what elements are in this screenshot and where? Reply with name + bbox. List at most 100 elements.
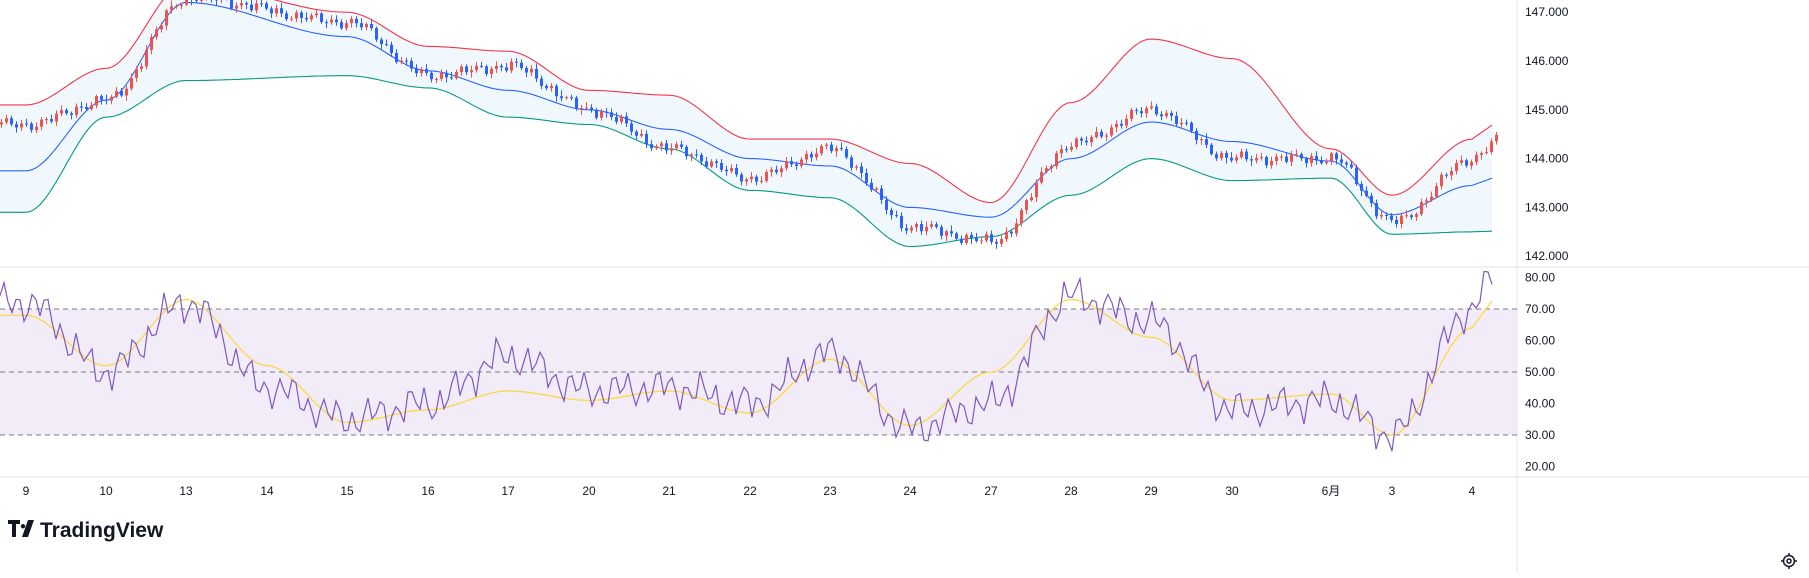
candle-body [1295,154,1298,155]
candle-body [265,3,268,8]
settings-gear-icon[interactable] [1779,551,1799,571]
candle-body [115,91,118,97]
candle-body [1090,137,1093,142]
candle-body [1230,158,1233,161]
candle-body [720,163,723,170]
candle-body [195,0,198,1]
candle-body [890,210,893,215]
candle-body [405,61,408,62]
candle-body [1190,123,1193,131]
candle-body [745,179,748,181]
candle-body [970,235,973,238]
candle-body [175,6,178,7]
candle-body [995,242,998,244]
rsi-tick-label: 60.00 [1525,333,1555,347]
candle-body [380,40,383,45]
candle-body [710,161,713,166]
candle-body [95,96,98,105]
candle-body [40,120,43,127]
candle-body [1195,131,1198,140]
candle-body [1055,153,1058,166]
candle-body [240,3,243,6]
candle-body [1345,163,1348,165]
candle-body [860,166,863,172]
candle-body [1115,124,1118,127]
candle-body [120,91,123,95]
tradingview-logo[interactable]: TradingView [8,519,164,542]
candle-body [335,20,338,23]
candle-body [45,119,48,120]
candle-body [480,66,483,67]
rsi-tick-label: 30.00 [1525,428,1555,442]
candle-body [1420,202,1423,214]
candle-body [590,108,593,111]
candle-body [690,154,693,156]
candle-body [450,77,453,78]
candle-body [1360,184,1363,191]
time-tick-label: 27 [984,484,998,498]
candle-body [760,181,763,182]
candle-body [1450,171,1453,175]
candle-body [1335,153,1338,159]
candle-body [870,183,873,190]
candle-body [985,234,988,240]
candle-body [1340,159,1343,162]
candle-body [180,5,183,6]
candle-body [0,122,3,124]
candle-body [650,144,653,148]
bollinger-band-fill [0,0,1492,247]
candle-body [510,62,513,71]
candle-body [1150,107,1153,109]
candle-body [580,108,583,109]
candle-body [765,172,768,181]
candle-body [485,66,488,74]
candle-body [475,66,478,70]
candle-body [145,50,148,66]
rsi-tick-label: 20.00 [1525,460,1555,474]
candle-body [770,170,773,172]
candle-body [1000,239,1003,244]
candle-body [1350,164,1353,167]
price-tick-label: 142.000 [1525,249,1569,263]
candle-body [595,110,598,118]
candle-body [600,112,603,118]
candle-body [295,12,298,18]
candle-body [1200,139,1203,140]
candle-body [1400,216,1403,224]
candle-body [1065,149,1068,150]
candle-body [725,170,728,171]
candle-body [1265,157,1268,165]
candle-body [235,6,238,9]
candle-body [165,10,168,25]
candle-body [1425,200,1428,202]
candle-body [30,124,33,130]
candle-body [305,18,308,19]
candle-body [865,173,868,183]
candle-body [1225,153,1228,158]
candle-body [435,79,438,80]
time-tick-label: 22 [743,484,757,498]
candle-body [940,227,943,236]
candle-body [715,161,718,163]
candle-body [1165,113,1168,116]
candle-body [1290,154,1293,162]
candle-body [705,161,708,166]
candle-body [90,105,93,109]
candle-body [655,146,658,148]
candle-body [965,235,968,243]
candle-body [1375,203,1378,216]
candle-body [170,6,173,10]
candle-body [1320,160,1323,163]
candle-body [800,160,803,166]
candle-body [20,123,23,127]
candle-body [415,68,418,73]
candle-body [920,224,923,231]
candle-body [1120,124,1123,126]
candle-body [395,53,398,62]
candle-body [1380,215,1383,216]
candle-body [140,66,143,69]
